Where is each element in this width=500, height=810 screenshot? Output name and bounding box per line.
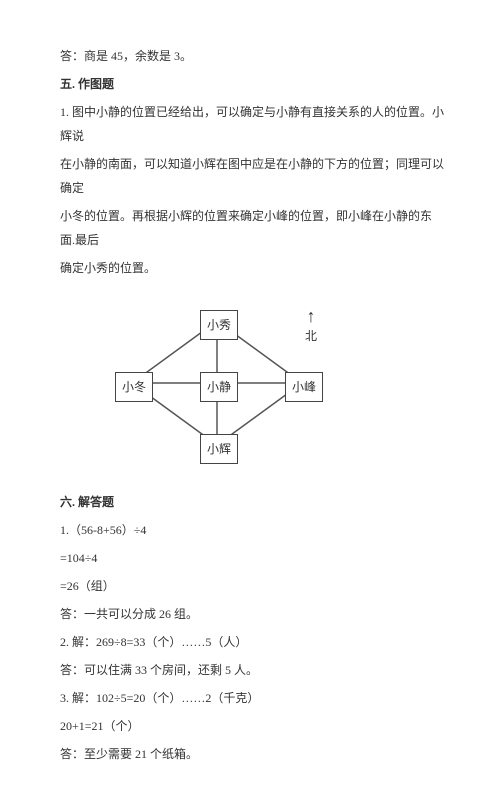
section-6-line-4: 2. 解：269÷8=33（个）……5（人） <box>60 630 445 654</box>
section-6-line-3: 答：一共可以分成 26 组。 <box>60 602 445 626</box>
page: 答：商是 45，余数是 3。 五. 作图题 1. 图中小静的位置已经给出，可以确… <box>0 0 500 810</box>
section-6-line-6: 3. 解：102÷5=20（个）……2（千克） <box>60 686 445 710</box>
section-6-line-7: 20+1=21（个） <box>60 714 445 738</box>
north-label: 北 <box>305 324 317 348</box>
node-xiaoxiu: 小秀 <box>200 310 238 340</box>
node-xiaohui: 小辉 <box>200 434 238 464</box>
node-xiaojing: 小静 <box>200 372 238 402</box>
node-xiaodong: 小冬 <box>115 372 153 402</box>
node-xiaofeng: 小峰 <box>285 372 323 402</box>
section-5-q1-line-0: 1. 图中小静的位置已经给出，可以确定与小静有直接关系的人的位置。小辉说 <box>60 100 445 148</box>
north-indicator: ↑ 北 <box>305 308 317 348</box>
answer-quotient-remainder: 答：商是 45，余数是 3。 <box>60 44 445 68</box>
section-6-heading: 六. 解答题 <box>60 490 445 514</box>
section-6-line-2: =26（组） <box>60 574 445 598</box>
section-5-q1-line-3: 确定小秀的位置。 <box>60 256 445 280</box>
section-5-heading: 五. 作图题 <box>60 72 445 96</box>
section-5-q1-line-2: 小冬的位置。再根据小辉的位置来确定小峰的位置，即小峰在小静的东面.最后 <box>60 204 445 252</box>
section-6-line-8: 答：至少需要 21 个纸箱。 <box>60 742 445 766</box>
section-5-q1-line-1: 在小静的南面，可以知道小辉在图中应是在小静的下方的位置；同理可以确定 <box>60 152 445 200</box>
position-diagram: 小秀 小冬 小静 小峰 小辉 ↑ 北 <box>100 300 360 470</box>
section-6-line-5: 答：可以住满 33 个房间，还剩 5 人。 <box>60 658 445 682</box>
section-6-line-1: =104÷4 <box>60 546 445 570</box>
section-6-line-0: 1.（56-8+56）÷4 <box>60 518 445 542</box>
north-arrow-icon: ↑ <box>305 308 317 324</box>
